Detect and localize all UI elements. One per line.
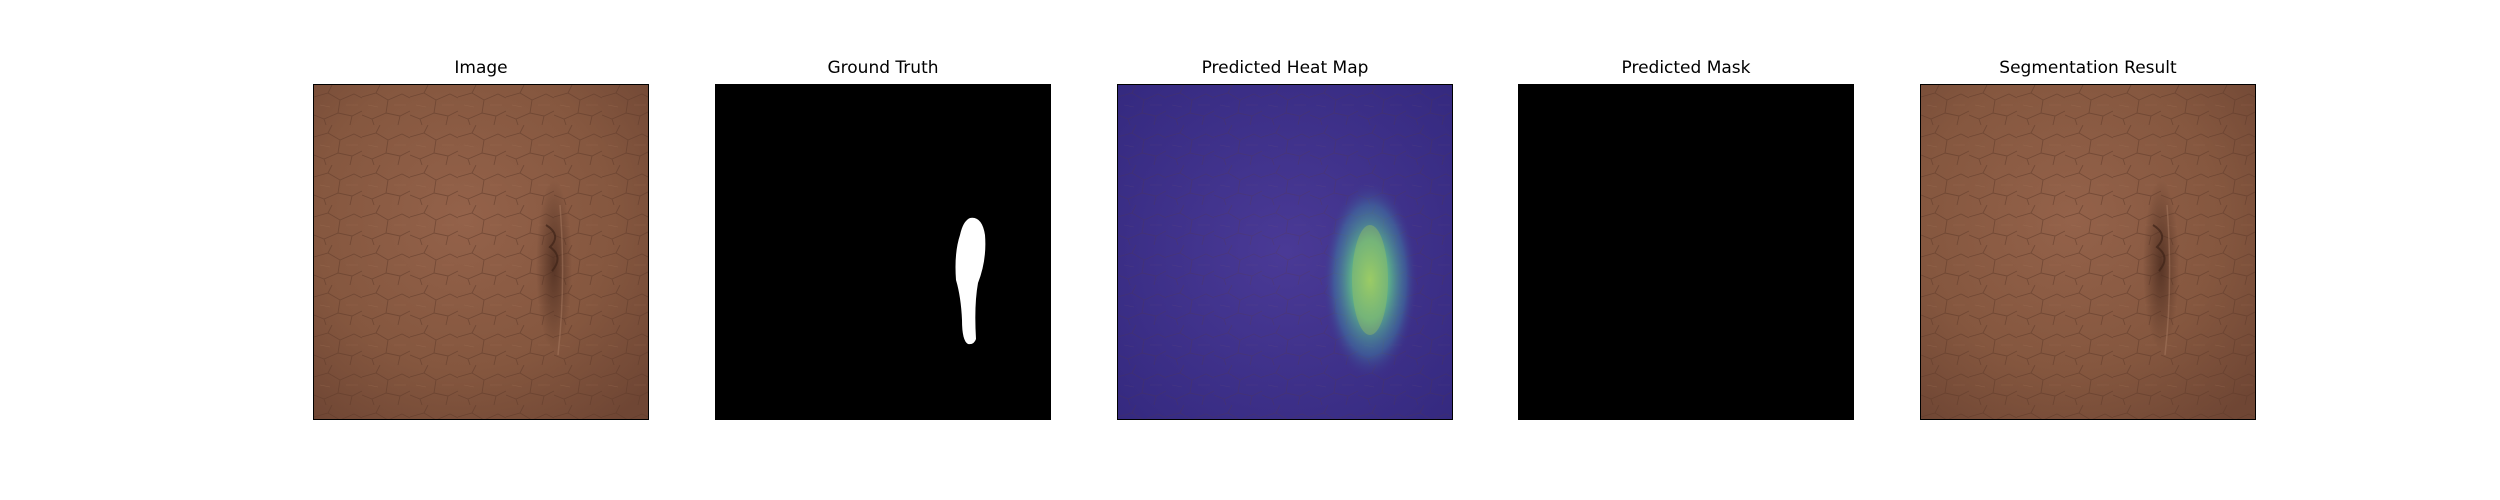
panel-heat-map: Predicted Heat Map <box>1117 0 1453 500</box>
panel-title: Segmentation Result <box>1999 58 2177 78</box>
panel-predicted-mask: Predicted Mask <box>1518 0 1854 500</box>
panel-title: Ground Truth <box>827 58 939 78</box>
panel-image: Image <box>313 0 649 500</box>
leather-image <box>313 84 649 420</box>
panel-title: Image <box>454 58 508 78</box>
defect-region <box>2143 180 2179 350</box>
predicted-mask <box>1518 84 1854 420</box>
heat-hotspot <box>1322 180 1418 380</box>
panel-title: Predicted Heat Map <box>1201 58 1369 78</box>
heat-map-image <box>1117 84 1453 420</box>
panel-ground-truth: Ground Truth <box>715 0 1051 500</box>
ground-truth-mask <box>715 84 1051 420</box>
segmentation-result-image <box>1920 84 2256 420</box>
defect-mask-shape <box>955 217 986 345</box>
panel-segmentation-result: Segmentation Result <box>1920 0 2256 500</box>
defect-region <box>536 180 572 350</box>
panel-title: Predicted Mask <box>1621 58 1751 78</box>
